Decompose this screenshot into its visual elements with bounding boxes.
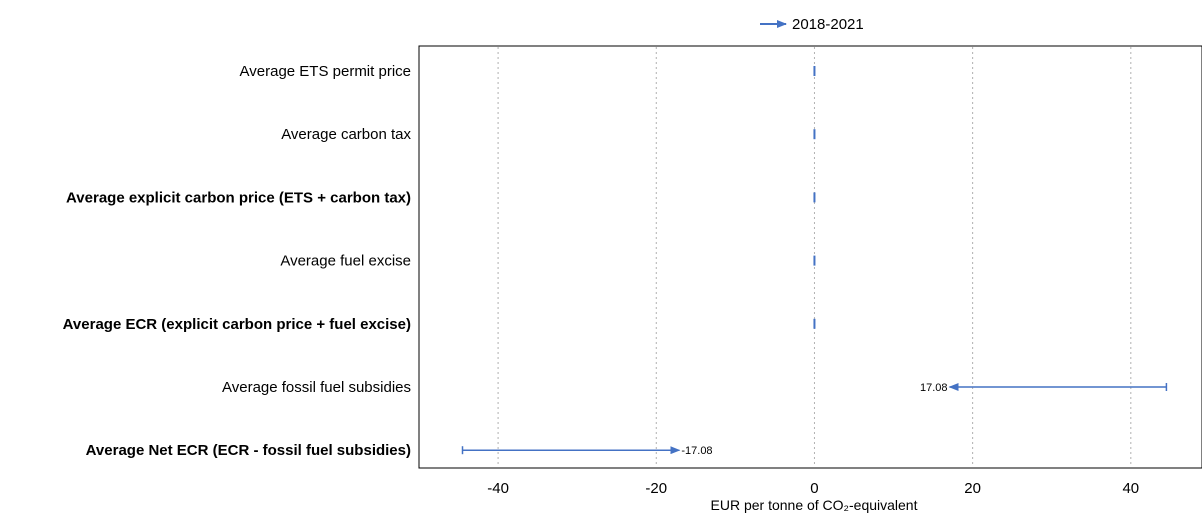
x-tick-label: 20 [964,480,981,497]
legend-label: 2018-2021 [792,16,864,33]
gridlines [497,47,1132,467]
category-label: Average fuel excise [280,253,411,270]
data-label: -17.08 [681,445,712,457]
x-tick-label: 0 [810,480,818,497]
x-tick-label: -20 [645,480,667,497]
x-tick-labels: -40 -20 0 20 40 [487,480,1139,497]
category-label: Average ECR (explicit carbon price + fue… [63,316,411,333]
category-label: Average fossil fuel subsidies [222,379,411,396]
x-tick-label: -40 [487,480,509,497]
data-marks: 17.08 -17.08 [461,66,1168,457]
legend: 2018-2021 [760,16,864,33]
category-label: Average ETS permit price [240,63,411,80]
category-label: Average explicit carbon price (ETS + car… [66,189,411,206]
category-labels: Average ETS permit price Average carbon t… [63,63,412,459]
data-label: 17.08 [920,382,948,394]
plot-area [418,45,1202,469]
category-label: Average carbon tax [281,126,411,143]
category-label: Average Net ECR (ECR - fossil fuel subsi… [86,442,411,459]
x-tick-label: 40 [1122,480,1139,497]
x-axis-title: EUR per tonne of CO₂-equivalent [711,497,918,513]
